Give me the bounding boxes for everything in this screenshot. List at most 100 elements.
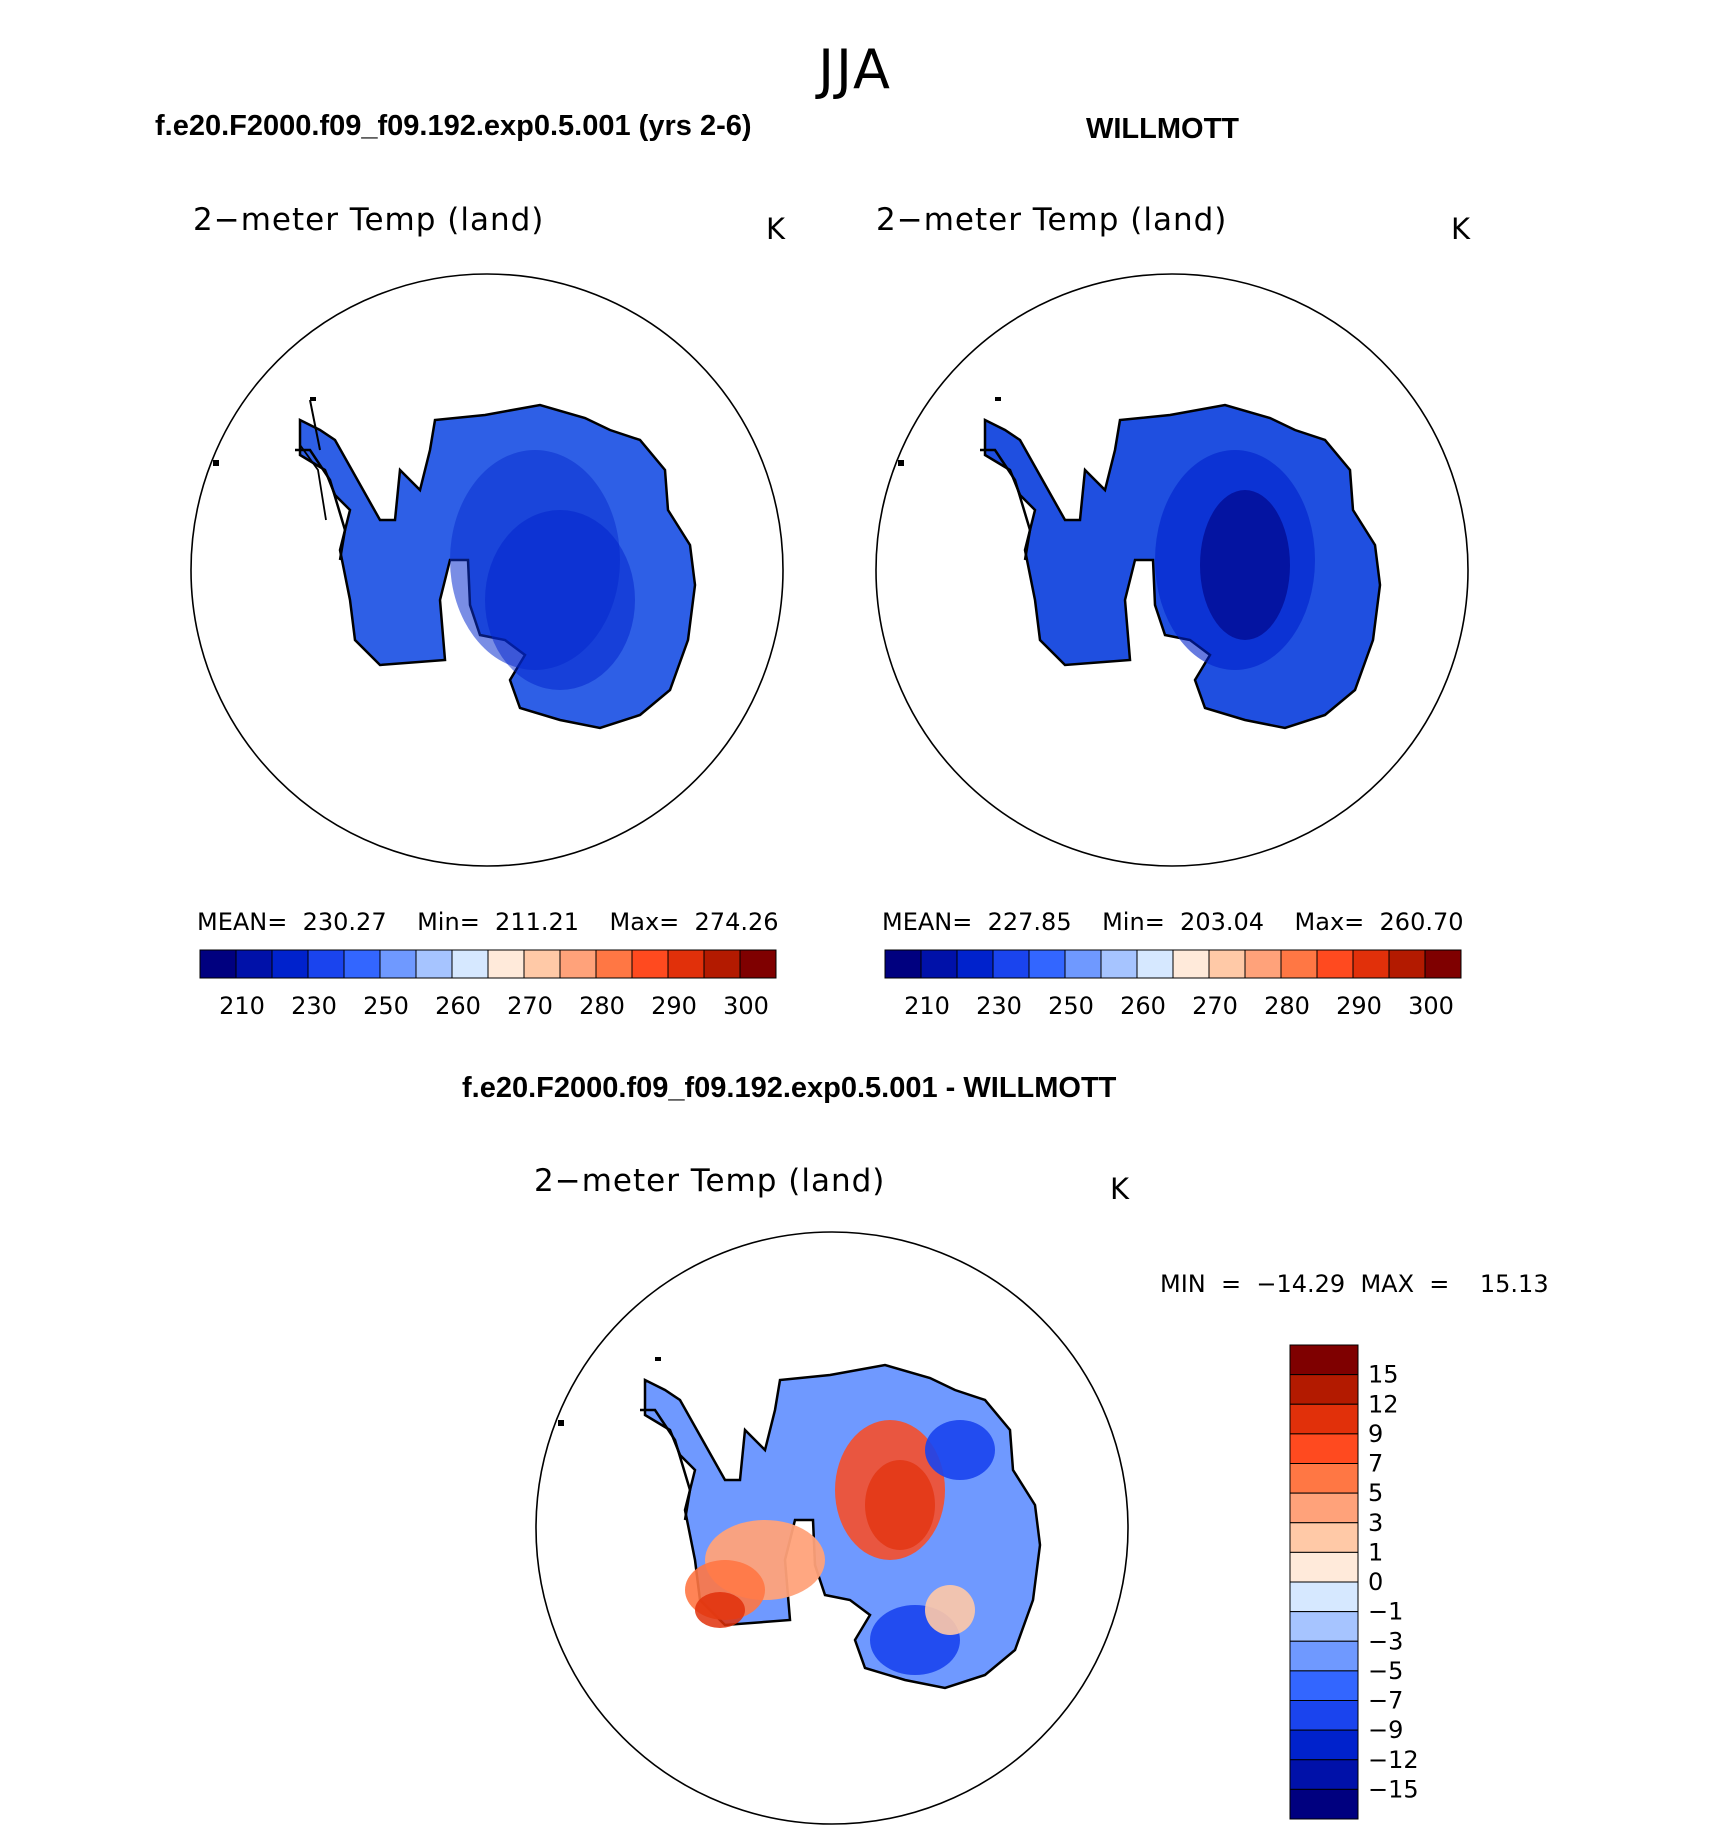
colorbar-tick-label: −3 [1368,1627,1403,1655]
colorbar-tick-label: 230 [291,992,337,1020]
colorbar-swatch [1424,949,1462,979]
colorbar-swatch [1289,1729,1359,1761]
colorbar-tick-label: 270 [1192,992,1238,1020]
colorbar-swatch [739,949,777,979]
colorbar-tick-label: 270 [507,992,553,1020]
colorbar-tick-label: 9 [1368,1420,1383,1448]
map-model [190,273,784,867]
colorbar-tick-label: 12 [1368,1390,1399,1418]
colorbar-swatch [1289,1344,1359,1376]
colorbar-swatch [415,949,453,979]
stats-obs: MEAN= 227.85 Min= 203.04 Max= 260.70 [882,908,1464,936]
colorbar-swatch [1289,1522,1359,1553]
colorbar-swatch [379,949,417,979]
colorbar-tick-label: 250 [363,992,409,1020]
case-title-obs: WILLMOTT [1086,113,1240,145]
stats-model: MEAN= 230.27 Min= 211.21 Max= 274.26 [197,908,779,936]
colorbar-swatch [1289,1700,1359,1731]
colorbar-tick-label: 0 [1368,1568,1383,1596]
colorbar-swatch [1289,1759,1359,1790]
colorbar-swatch [1289,1403,1359,1435]
colorbar-swatch [1352,949,1390,979]
colorbar-swatch [1316,949,1354,979]
variable-title-model: 2−meter Temp (land) [193,202,545,238]
colorbar-tick-label: −1 [1368,1598,1403,1626]
colorbar-swatch [631,949,669,979]
colorbar-obs: 210 230 250 260 270 280 290 300 [884,949,1462,1020]
colorbar-tick-label: 5 [1368,1479,1383,1507]
map-difference [535,1231,1129,1825]
variable-title-difference: 2−meter Temp (land) [534,1163,886,1199]
colorbar-swatch [1289,1374,1359,1405]
case-title-difference: f.e20.F2000.f09_f09.192.exp0.5.001 - WIL… [462,1072,1117,1104]
colorbar-tick-label: 260 [435,992,481,1020]
colorbar-swatch [884,949,922,979]
colorbar-tick-label: −12 [1368,1746,1419,1774]
colorbar-tick-label: 290 [651,992,697,1020]
unit-label-model: K [766,212,786,246]
colorbar-swatch [1208,949,1246,979]
antarctica-landmass [898,397,1382,730]
colorbar-swatch [1280,949,1318,979]
colorbar-swatch [1289,1670,1359,1701]
colorbar-swatch [956,949,994,979]
variable-title-obs: 2−meter Temp (land) [876,202,1228,238]
colorbar-swatch [1289,1492,1359,1524]
colorbar-swatch [1289,1788,1359,1820]
colorbar-swatch [523,949,561,979]
colorbar-tick-label: 3 [1368,1509,1383,1537]
colorbar-tick-label: 290 [1336,992,1382,1020]
colorbar-tick-label: 280 [1264,992,1310,1020]
colorbar-swatch [1289,1640,1359,1672]
colorbar-tick-label: 250 [1048,992,1094,1020]
case-title-model: f.e20.F2000.f09_f09.192.exp0.5.001 (yrs … [155,110,752,142]
antarctica-landmass [558,1357,1042,1690]
unit-label-difference: K [1110,1172,1130,1206]
unit-label-obs: K [1451,212,1471,246]
main-title: JJA [818,38,892,101]
colorbar-swatch [1289,1551,1359,1583]
colorbar-swatch [1028,949,1066,979]
colorbar-swatch [1289,1463,1359,1494]
colorbar-swatch [1289,1581,1359,1613]
colorbar-swatch [559,949,597,979]
colorbar-tick-label: −15 [1368,1775,1419,1803]
colorbar-tick-label: 15 [1368,1361,1399,1389]
colorbar-swatch [1244,949,1282,979]
colorbar-swatch [307,949,345,979]
colorbar-swatch [451,949,489,979]
colorbar-tick-label: 230 [976,992,1022,1020]
colorbar-swatch [271,949,309,979]
colorbar-tick-label: −9 [1368,1716,1403,1744]
colorbar-swatch [667,949,705,979]
colorbar-swatch [199,949,237,979]
colorbar-swatch [1136,949,1174,979]
colorbar-tick-label: 210 [904,992,950,1020]
colorbar-model: 210 230 250 260 270 280 290 300 [199,949,777,1020]
colorbar-swatch [1388,949,1426,979]
colorbar-swatch [1064,949,1102,979]
colorbar-swatch [595,949,633,979]
colorbar-tick-label: −7 [1368,1687,1403,1715]
colorbar-swatch [1289,1611,1359,1642]
colorbar-swatch [1172,949,1210,979]
colorbar-swatch [920,949,958,979]
colorbar-swatch [1100,949,1138,979]
colorbar-swatch [1289,1433,1359,1464]
colorbar-tick-label: 260 [1120,992,1166,1020]
colorbar-tick-label: 300 [723,992,769,1020]
colorbar-swatch [992,949,1030,979]
colorbar-tick-label: −5 [1368,1657,1403,1685]
colorbar-tick-label: 210 [219,992,265,1020]
colorbar-swatch [343,949,381,979]
colorbar-swatch [703,949,741,979]
map-obs [875,273,1469,867]
stats-difference: MIN = −14.29 MAX = 15.13 [1160,1270,1549,1298]
colorbar-swatch [487,949,525,979]
antarctica-landmass [213,397,697,730]
colorbar-tick-label: 1 [1368,1538,1383,1566]
colorbar-tick-label: 7 [1368,1450,1383,1478]
colorbar-swatch [235,949,273,979]
colorbar-tick-label: 280 [579,992,625,1020]
